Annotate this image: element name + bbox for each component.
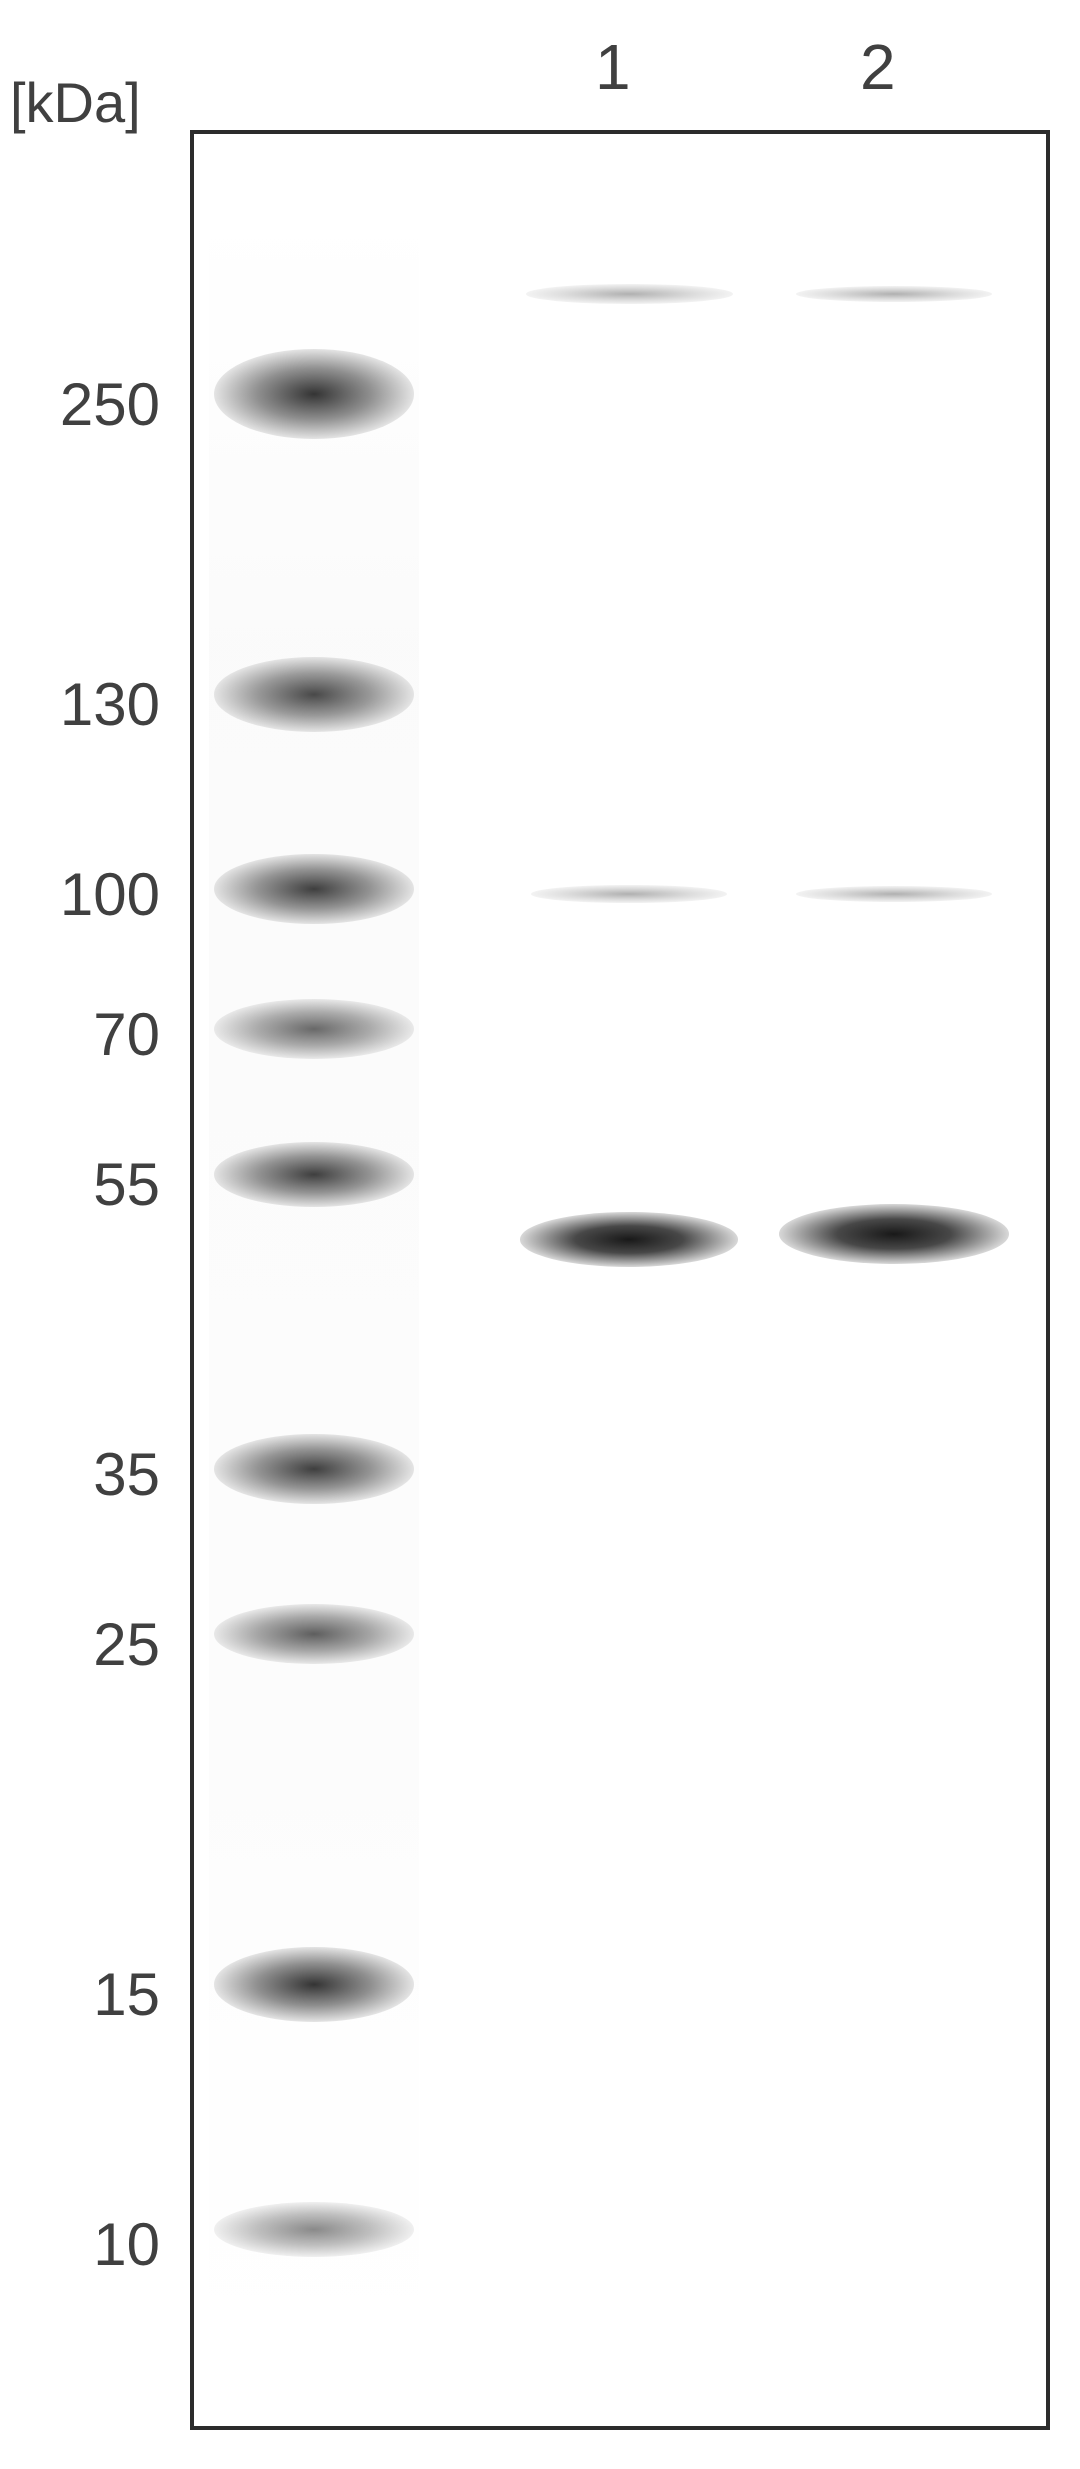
sample-band-lane2-2 bbox=[779, 1204, 1009, 1264]
lane-label-1: 1 bbox=[595, 30, 631, 104]
ylabel-15: 15 bbox=[20, 1960, 160, 2029]
yaxis-unit-label: [kDa] bbox=[10, 70, 141, 135]
ladder-band-3 bbox=[214, 999, 414, 1059]
sample-band-lane1-1 bbox=[531, 885, 727, 903]
sample-band-lane2-0 bbox=[796, 286, 992, 302]
ylabel-70: 70 bbox=[20, 1000, 160, 1069]
ylabel-250: 250 bbox=[20, 370, 160, 439]
ladder-band-6 bbox=[214, 1604, 414, 1664]
lane-label-2: 2 bbox=[860, 30, 896, 104]
sample-band-lane2-1 bbox=[796, 886, 992, 902]
ylabel-100: 100 bbox=[20, 860, 160, 929]
ladder-band-5 bbox=[214, 1434, 414, 1504]
ladder-band-0 bbox=[214, 349, 414, 439]
ylabel-25: 25 bbox=[20, 1610, 160, 1679]
ylabel-55: 55 bbox=[20, 1150, 160, 1219]
ladder-band-7 bbox=[214, 1947, 414, 2022]
figure-container: [kDa] 250 130 100 70 55 35 25 15 10 1 2 bbox=[0, 0, 1080, 2469]
ylabel-35: 35 bbox=[20, 1440, 160, 1509]
blot-membrane bbox=[190, 130, 1050, 2430]
ladder-lane-smear bbox=[209, 214, 419, 2354]
ylabel-10: 10 bbox=[20, 2210, 160, 2279]
ladder-band-8 bbox=[214, 2202, 414, 2257]
ladder-band-4 bbox=[214, 1142, 414, 1207]
ladder-band-2 bbox=[214, 854, 414, 924]
ylabel-130: 130 bbox=[20, 670, 160, 739]
sample-band-lane1-0 bbox=[526, 284, 733, 304]
sample-band-lane1-2 bbox=[520, 1212, 739, 1267]
ladder-band-1 bbox=[214, 657, 414, 732]
